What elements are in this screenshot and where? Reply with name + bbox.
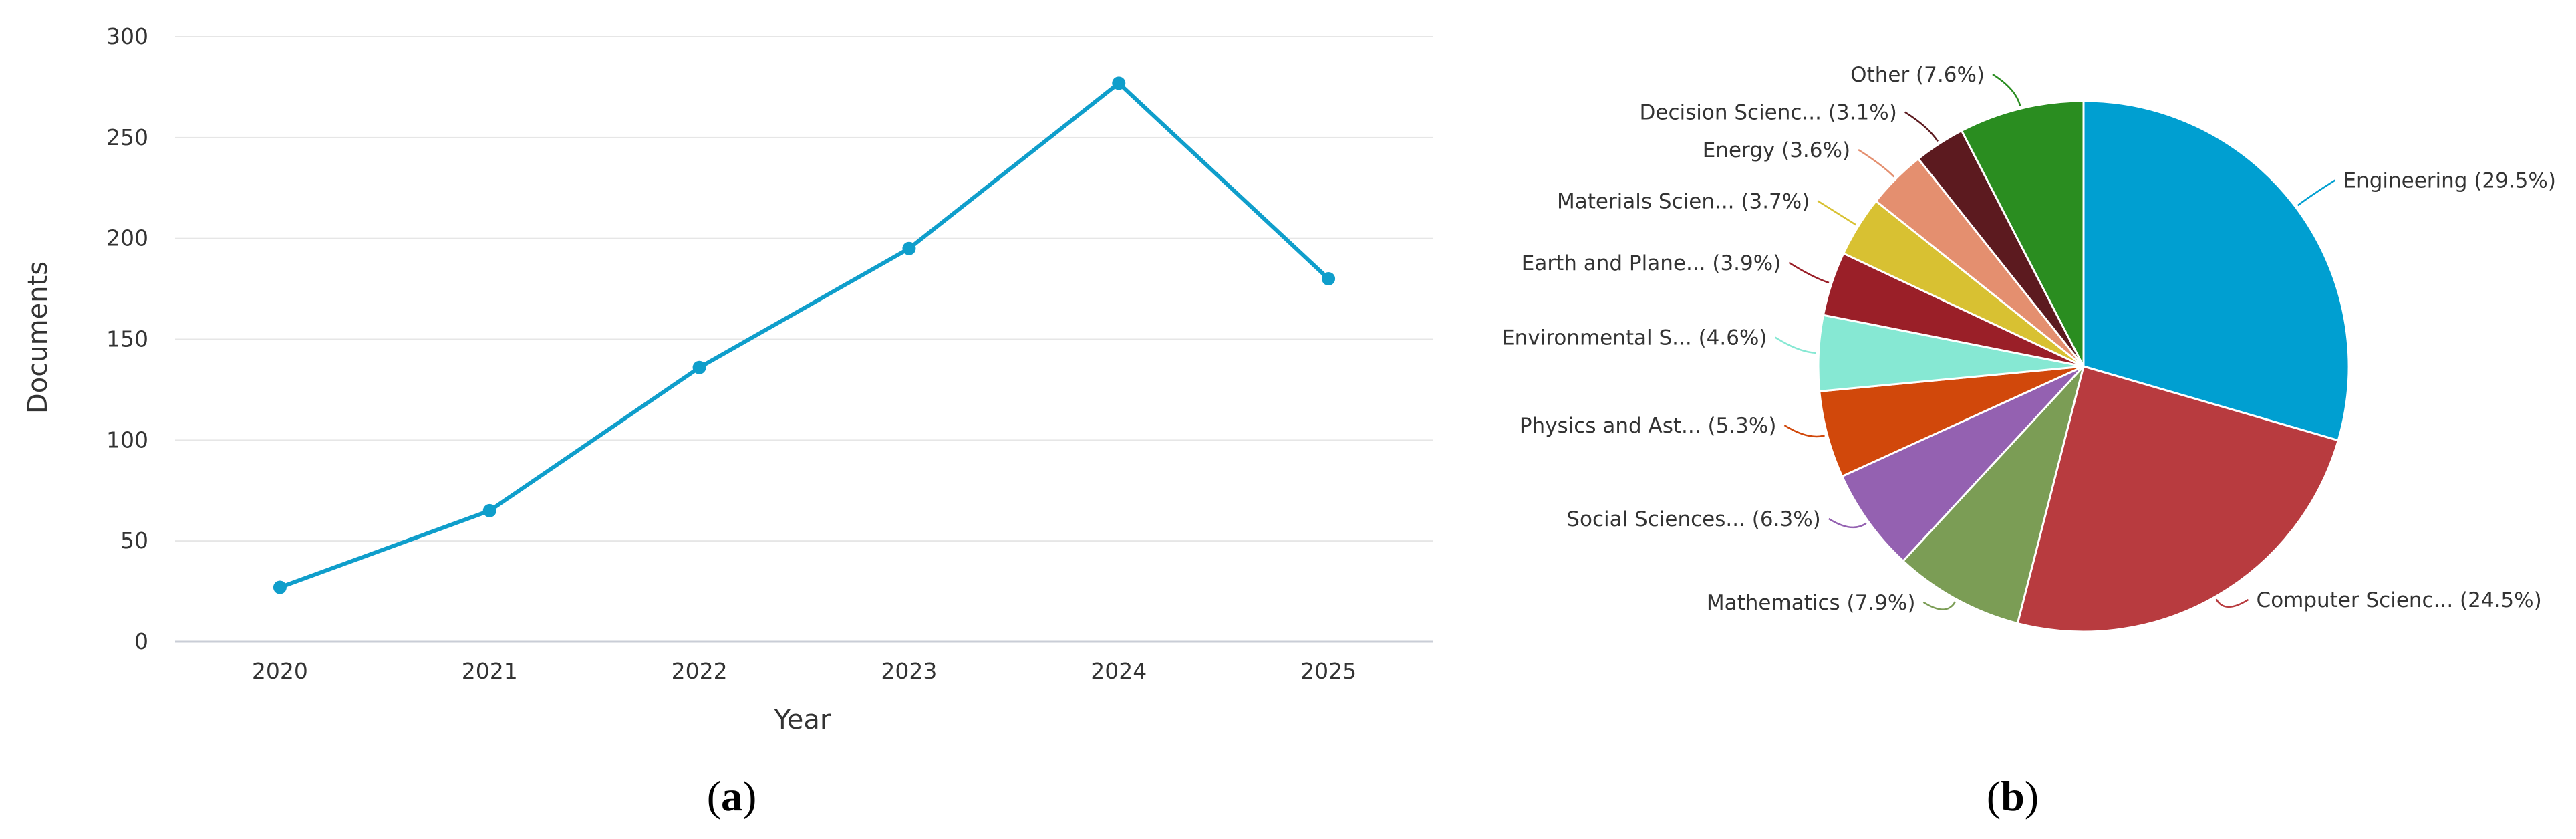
pie-label: Physics and Ast... (5.3%): [1520, 414, 1777, 438]
pie-label: Other (7.6%): [1850, 63, 1985, 87]
pie-label: Decision Scienc... (3.1%): [1640, 101, 1897, 125]
pie-label: Mathematics (7.9%): [1707, 591, 1916, 615]
line-chart-y-ticks: 0 50 100 150 200 250 300: [106, 23, 148, 654]
pie-label: Environmental S... (4.6%): [1501, 326, 1767, 350]
y-tick-label: 250: [106, 124, 148, 150]
x-tick-label: 2022: [672, 658, 728, 684]
y-tick-label: 300: [106, 23, 148, 49]
x-tick-label: 2021: [462, 658, 518, 684]
y-tick-label: 150: [106, 326, 148, 352]
pie-leader-line: [2215, 598, 2249, 608]
data-point: [902, 241, 916, 255]
pie-slices: [1817, 100, 2350, 633]
pie-label: Social Sciences... (6.3%): [1566, 507, 1820, 531]
pie-label: Materials Scien... (3.7%): [1557, 190, 1810, 214]
y-tick-label: 50: [120, 527, 148, 554]
line-chart-x-ticks: 2020 2021 2022 2023 2024 2025: [252, 658, 1356, 684]
caption-a: (a): [707, 772, 757, 820]
pie-leader-line: [1817, 200, 1857, 226]
line-chart-series: [273, 76, 1336, 594]
pie-chart: Engineering (29.5%) Computer Scienc... (2…: [1501, 63, 2556, 820]
y-tick-label: 200: [106, 225, 148, 251]
data-point: [273, 580, 287, 594]
series-line: [277, 81, 1331, 590]
pie-leader-line: [1858, 149, 1895, 178]
pie-leader-line: [1992, 74, 2021, 106]
pie-leader-lines: [1774, 74, 2336, 610]
caption-a-letter: a: [721, 772, 742, 820]
pie-slice: [2016, 365, 2339, 633]
pie-leader-line: [1904, 111, 1939, 142]
x-tick-label: 2023: [881, 658, 937, 684]
pie-leader-line: [1922, 601, 1957, 610]
data-point: [692, 360, 706, 374]
caption-b-letter: b: [2001, 772, 2025, 820]
pie-label: Engineering (29.5%): [2343, 169, 2556, 193]
pie-leader-line: [1783, 425, 1825, 438]
data-point: [482, 503, 496, 517]
pie-slice: [1841, 365, 2085, 562]
y-tick-label: 0: [134, 628, 148, 654]
caption-b: (b): [1987, 772, 2039, 820]
x-axis-title: Year: [774, 705, 831, 735]
data-point: [1322, 272, 1336, 285]
pie-leader-line: [2297, 179, 2336, 207]
x-tick-label: 2025: [1300, 658, 1356, 684]
data-point: [1112, 76, 1126, 90]
pie-leader-line: [1774, 336, 1816, 354]
pie-label: Earth and Plane... (3.9%): [1522, 251, 1781, 275]
x-tick-label: 2024: [1091, 658, 1147, 684]
pie-label: Computer Scienc... (24.5%): [2257, 588, 2542, 612]
pie-slice: [1961, 100, 2085, 368]
pie-leader-line: [1828, 517, 1867, 529]
pie-label: Energy (3.6%): [1703, 138, 1850, 162]
pie-slice: [1902, 365, 2085, 625]
pie-slice: [2082, 100, 2350, 442]
pie-labels: Engineering (29.5%) Computer Scienc... (2…: [1501, 63, 2556, 615]
x-tick-label: 2020: [252, 658, 308, 684]
y-axis-title: Documents: [23, 261, 53, 414]
line-chart-grid: [175, 36, 1433, 643]
y-tick-label: 100: [106, 427, 148, 453]
pie-leader-line: [1788, 261, 1830, 284]
